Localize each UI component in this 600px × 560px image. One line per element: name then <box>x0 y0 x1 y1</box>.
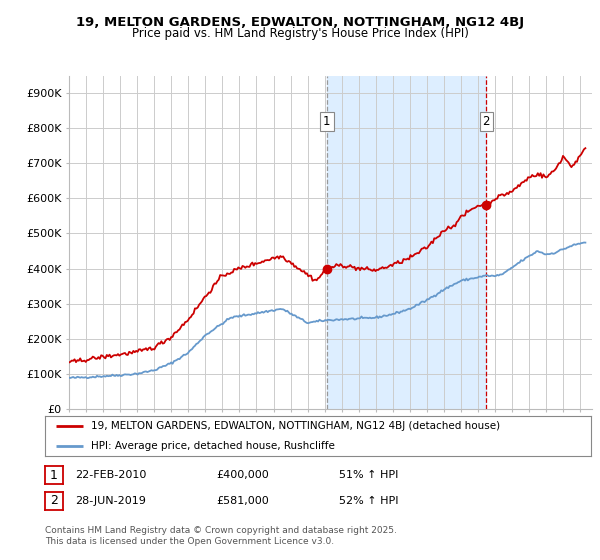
Text: 52% ↑ HPI: 52% ↑ HPI <box>339 496 398 506</box>
Text: HPI: Average price, detached house, Rushcliffe: HPI: Average price, detached house, Rush… <box>91 441 335 451</box>
Text: 2: 2 <box>50 494 58 507</box>
Text: 22-FEB-2010: 22-FEB-2010 <box>75 470 146 480</box>
Text: Contains HM Land Registry data © Crown copyright and database right 2025.
This d: Contains HM Land Registry data © Crown c… <box>45 526 397 546</box>
Text: 1: 1 <box>323 115 331 128</box>
Text: 51% ↑ HPI: 51% ↑ HPI <box>339 470 398 480</box>
Text: Price paid vs. HM Land Registry's House Price Index (HPI): Price paid vs. HM Land Registry's House … <box>131 27 469 40</box>
Bar <box>327 76 487 409</box>
Text: £581,000: £581,000 <box>216 496 269 506</box>
Text: 1: 1 <box>50 469 58 482</box>
Text: 28-JUN-2019: 28-JUN-2019 <box>75 496 146 506</box>
Text: 19, MELTON GARDENS, EDWALTON, NOTTINGHAM, NG12 4BJ (detached house): 19, MELTON GARDENS, EDWALTON, NOTTINGHAM… <box>91 421 500 431</box>
Text: 19, MELTON GARDENS, EDWALTON, NOTTINGHAM, NG12 4BJ: 19, MELTON GARDENS, EDWALTON, NOTTINGHAM… <box>76 16 524 29</box>
Text: £400,000: £400,000 <box>216 470 269 480</box>
Text: 2: 2 <box>482 115 490 128</box>
